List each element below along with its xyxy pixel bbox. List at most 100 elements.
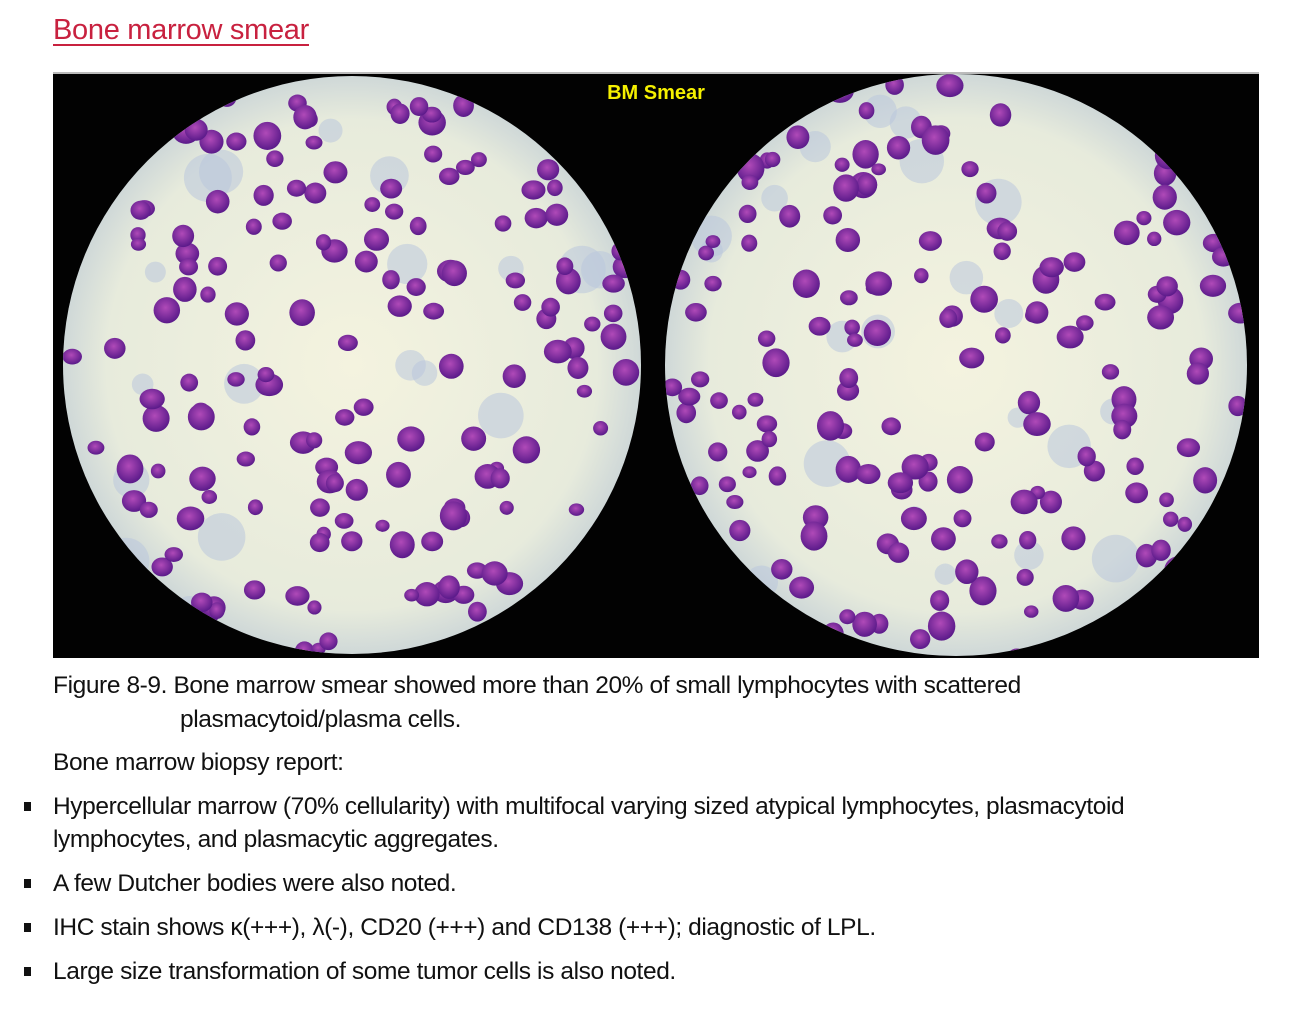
cell-nucleus xyxy=(665,239,679,255)
cell-nucleus xyxy=(224,302,249,326)
cell-nucleus xyxy=(499,500,514,515)
cell-nucleus xyxy=(1076,315,1094,331)
cell-nucleus xyxy=(742,126,758,141)
cell-nucleus xyxy=(1164,556,1192,587)
cell-nucleus xyxy=(1147,305,1175,330)
cell-nucleus xyxy=(708,442,728,462)
cell-nucleus xyxy=(353,398,374,416)
cell-nucleus xyxy=(150,463,166,479)
cell-nucleus xyxy=(936,74,964,98)
cell-nucleus xyxy=(1200,106,1228,134)
cytoplasm xyxy=(183,153,232,202)
cell-nucleus xyxy=(747,392,764,407)
cell-nucleus xyxy=(994,327,1011,344)
cell-nucleus xyxy=(611,242,629,261)
cell-nucleus xyxy=(1077,446,1096,467)
cytoplasm xyxy=(478,392,524,439)
cell-nucleus xyxy=(286,179,307,197)
cell-nucleus xyxy=(1177,516,1193,532)
cell-nucleus xyxy=(887,542,910,563)
cell-nucleus xyxy=(1159,492,1174,508)
cell-nucleus xyxy=(176,506,205,531)
cell-nucleus xyxy=(768,466,787,486)
cell-nucleus xyxy=(931,527,956,551)
cell-nucleus xyxy=(235,330,256,351)
cell-nucleus xyxy=(939,308,958,328)
cell-nucleus xyxy=(816,411,845,441)
cell-nucleus xyxy=(685,302,707,322)
cell-nucleus xyxy=(104,337,126,359)
cell-nucleus xyxy=(438,575,460,599)
cell-nucleus xyxy=(886,135,911,160)
cell-nucleus xyxy=(578,595,605,617)
cell-nucleus xyxy=(1147,231,1162,247)
cell-nucleus xyxy=(835,227,861,253)
cell-nucleus xyxy=(1056,325,1084,349)
cell-nucleus xyxy=(481,561,508,586)
cell-nucleus xyxy=(1063,252,1086,272)
cell-nucleus xyxy=(63,348,82,365)
cell-nucleus xyxy=(714,614,730,630)
cell-nucleus xyxy=(546,623,565,640)
report-heading: Bone marrow biopsy report: xyxy=(53,749,344,776)
cell-nucleus xyxy=(409,97,429,117)
cell-nucleus xyxy=(556,257,574,276)
cell-nucleus xyxy=(1151,539,1171,561)
cell-nucleus xyxy=(1176,438,1201,458)
cell-nucleus xyxy=(1039,257,1064,278)
cell-nucleus xyxy=(69,564,94,590)
cell-nucleus xyxy=(762,348,790,378)
cell-nucleus xyxy=(786,125,810,150)
bone-marrow-smear-image: BM Smear xyxy=(53,72,1259,658)
cell-nucleus xyxy=(974,432,995,452)
cell-nucleus xyxy=(665,496,691,522)
cell-nucleus xyxy=(579,615,605,641)
cell-nucleus xyxy=(116,454,144,484)
cell-nucleus xyxy=(741,234,758,252)
cell-nucleus xyxy=(389,531,415,559)
cell-nucleus xyxy=(1039,490,1062,514)
cell-nucleus xyxy=(593,420,609,436)
cell-nucleus xyxy=(567,356,589,380)
cell-nucleus xyxy=(1136,210,1152,226)
cell-nucleus xyxy=(130,237,147,251)
cytoplasm xyxy=(197,513,246,561)
cell-nucleus xyxy=(243,418,261,436)
cell-nucleus xyxy=(976,182,997,204)
cell-nucleus xyxy=(839,609,856,625)
cell-nucleus xyxy=(179,258,199,276)
cell-nucleus xyxy=(881,417,901,436)
cell-nucleus xyxy=(1101,364,1120,380)
cell-nucleus xyxy=(337,334,358,351)
cytoplasm xyxy=(592,606,615,629)
cell-nucleus xyxy=(323,161,348,184)
cell-nucleus xyxy=(1125,482,1149,504)
slide-title: Bone marrow smear xyxy=(53,14,309,46)
cell-nucleus xyxy=(168,114,184,130)
cell-nucleus xyxy=(490,468,510,489)
cell-nucleus xyxy=(63,589,86,615)
cell-nucleus xyxy=(180,373,199,392)
cell-nucleus xyxy=(164,547,184,562)
cell-nucleus xyxy=(1198,614,1221,638)
cell-nucleus xyxy=(130,200,151,220)
cell-nucleus xyxy=(683,584,712,613)
cell-nucleus xyxy=(789,576,815,599)
cell-nucleus xyxy=(603,304,623,323)
cell-nucleus xyxy=(175,242,200,265)
cell-nucleus xyxy=(390,103,410,124)
cytoplasm xyxy=(102,537,150,585)
cell-nucleus xyxy=(289,299,315,326)
cell-nucleus xyxy=(835,455,862,483)
cell-nucleus xyxy=(918,231,942,251)
cell-nucleus xyxy=(421,531,444,552)
cell-nucleus xyxy=(236,451,255,467)
cell-nucleus xyxy=(108,575,132,596)
cell-nucleus xyxy=(1024,605,1039,618)
cell-nucleus xyxy=(702,567,720,585)
cell-nucleus xyxy=(1199,274,1227,297)
report-bullet-3: IHC stain shows κ(+++), λ(-), CD20 (+++)… xyxy=(53,914,876,941)
cell-nucleus xyxy=(306,432,323,449)
cell-nucleus xyxy=(397,426,425,452)
cell-nucleus xyxy=(852,611,877,637)
